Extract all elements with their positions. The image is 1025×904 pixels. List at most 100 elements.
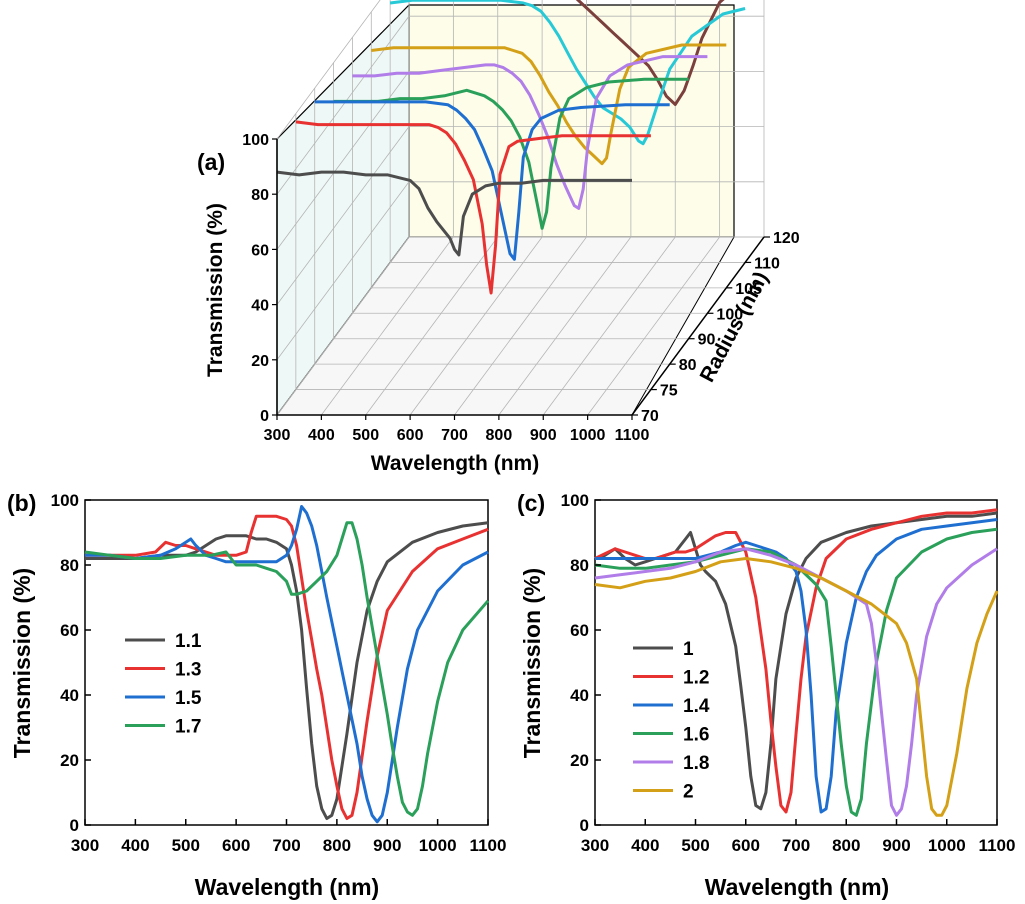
- y-tick-label: 40: [570, 686, 589, 705]
- series-line-2: [314, 100, 670, 261]
- x-tick-label: 1100: [979, 836, 1016, 855]
- series-line-4: [352, 55, 708, 210]
- panel-c-chart: 300 400 500 600 700 800 900 1000 1100 0 20 40 60 80 10…: [517, 490, 1015, 900]
- y-tick-label: 100: [51, 491, 79, 510]
- y-tick-label: 40: [60, 686, 79, 705]
- z-axis-line: [631, 236, 765, 416]
- panel-a-3d-chart: 300 400 500 600 700 800 900 1000 1100 0 20 40 60 80 10…: [197, 0, 800, 475]
- series-line-0: [276, 170, 632, 257]
- z-tick-label: 80: [679, 357, 697, 374]
- tick-labels: 300 400 500 600 700 800 900 1000 1100 0 20 40 60 80 10…: [242, 132, 800, 444]
- floor-grid-line: [587, 236, 720, 416]
- legend: 1.1 1.3 1.5 1.7: [125, 631, 202, 738]
- series-group: [594, 508, 999, 817]
- y-tick-label: 80: [570, 556, 589, 575]
- z-tick-label: 70: [641, 408, 659, 425]
- x-tick-label: 600: [222, 836, 250, 855]
- x-tick-label: 400: [308, 427, 335, 444]
- x-tick-label: 1000: [570, 427, 606, 444]
- x-tick-label: 1000: [928, 836, 966, 855]
- x-tick-label: 400: [631, 836, 659, 855]
- z-tick-label: 110: [754, 255, 780, 272]
- floor-grid-line: [321, 236, 454, 416]
- series-group: [276, 0, 746, 295]
- legend-label-1.5: 1.5: [175, 688, 202, 709]
- z-tick-label: 90: [698, 332, 716, 349]
- z-tick-label: 120: [773, 230, 800, 247]
- x-tick-label: 600: [397, 427, 424, 444]
- y-tick-label: 60: [60, 621, 79, 640]
- y-tick-label: 80: [60, 556, 79, 575]
- series-line-1.1: [85, 521, 489, 820]
- floor-grid-line: [454, 236, 587, 416]
- legend: 1 1.2 1.4 1.6 1.8 2: [633, 639, 710, 803]
- x-tick-label: 900: [373, 836, 401, 855]
- panel-label-a: (a): [197, 149, 225, 175]
- x-tick-label: 700: [782, 836, 810, 855]
- y-tick-label: 20: [251, 353, 269, 370]
- z-tick-label: 100: [716, 306, 743, 323]
- x-tick-label: 300: [581, 836, 609, 855]
- legend-label-1.8: 1.8: [683, 753, 709, 774]
- x-axis-label-b: Wavelength (nm): [195, 874, 379, 900]
- x-tick-label: 1000: [419, 836, 457, 855]
- x-axis-label-c: Wavelength (nm): [705, 874, 889, 900]
- x-tick-label: 500: [172, 836, 200, 855]
- y-tick-label: 0: [70, 816, 79, 835]
- series-line-6: [389, 0, 746, 146]
- x-tick-label: 800: [486, 427, 513, 444]
- x-tick-label: 900: [530, 427, 557, 444]
- x-tick-label: 500: [352, 427, 379, 444]
- series-line-1.7: [84, 521, 490, 817]
- floor-grid-line: [365, 236, 499, 416]
- tick-labels: 300 400 500 600 700 800 900 1000 1100 0 20 40 60 80 10…: [561, 491, 1016, 855]
- series-line-3: [333, 77, 689, 230]
- x-tick-label: 600: [732, 836, 760, 855]
- x-tick-label: 700: [441, 427, 468, 444]
- x-tick-label: 400: [121, 836, 149, 855]
- legend-label-1.4: 1.4: [683, 696, 710, 717]
- z-tick-label: 75: [660, 383, 678, 400]
- x-tick-label: 300: [264, 427, 291, 444]
- tick-labels: 300 400 500 600 700 800 900 1000 1100 0 20 40 60 80 10…: [51, 491, 507, 855]
- legend-label-1.2: 1.2: [683, 668, 709, 689]
- x-tick-label: 1100: [470, 836, 507, 855]
- x-tick-label: 1100: [615, 427, 650, 444]
- x-tick-label: 500: [681, 836, 709, 855]
- y-tick-label: 100: [561, 491, 589, 510]
- y-tick-label: 20: [60, 751, 79, 770]
- series-line-5: [371, 43, 727, 166]
- y-tick-label: 20: [570, 751, 589, 770]
- floor-grid-line: [409, 236, 543, 416]
- series-line-1.3: [85, 514, 489, 820]
- y-tick-label: 60: [570, 621, 589, 640]
- grid-lines: [276, 0, 765, 416]
- x-tick-label: 700: [272, 836, 300, 855]
- panel-label-c: (c): [517, 490, 545, 516]
- series-line-1.5: [85, 505, 489, 824]
- panel-b-chart: 300 400 500 600 700 800 900 1000 1100 0 20 40 60 80 10…: [7, 490, 506, 900]
- z-tick-label: 105: [735, 281, 762, 298]
- x-tick-label: 800: [832, 836, 860, 855]
- x-tick-label: 800: [323, 836, 351, 855]
- y-axis-label-c: Transmission (%): [519, 568, 545, 758]
- wall-grid-line: [276, 0, 381, 140]
- series-line-2: [594, 557, 999, 817]
- legend-label-1.1: 1.1: [175, 631, 202, 652]
- floor-grid-line: [498, 236, 632, 416]
- legend-label-1.6: 1.6: [683, 725, 709, 746]
- z-axis-label-a: Radius (nm): [696, 268, 773, 386]
- floor-grid-line: [542, 236, 676, 416]
- plot-frame-c: [594, 499, 998, 826]
- legend-label-1.3: 1.3: [175, 660, 201, 681]
- legend-label-1: 1: [683, 639, 694, 660]
- y-tick-label: 80: [251, 187, 269, 204]
- y-axis-label-a: Transmission (%): [204, 203, 227, 377]
- y-tick-label: 60: [251, 242, 269, 259]
- y-tick-label: 100: [242, 132, 269, 149]
- series-line-1: [295, 120, 651, 295]
- y-tick-label: 0: [260, 408, 269, 425]
- y-axis-label-b: Transmission (%): [9, 568, 35, 758]
- y-tick-label: 40: [251, 298, 269, 315]
